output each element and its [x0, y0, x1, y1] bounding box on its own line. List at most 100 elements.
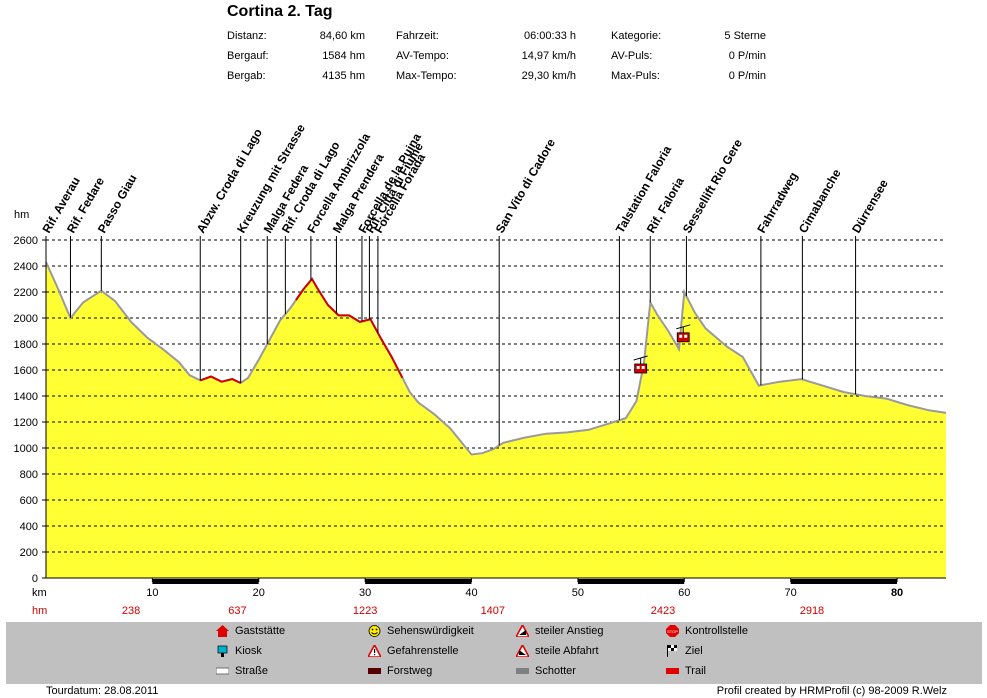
house-icon — [216, 625, 229, 637]
y-tick-label: 2200 — [14, 287, 38, 299]
y-tick-label: 1200 — [14, 417, 38, 429]
legend-label: Trail — [685, 665, 706, 677]
surface-segment — [46, 579, 153, 584]
waypoint-label: Talstation Faloria — [613, 143, 675, 236]
surface-segment — [790, 579, 898, 584]
waypoint-label: San Vito di Cadore — [493, 136, 559, 235]
steep-descent-icon — [514, 643, 531, 658]
legend-label: Kiosk — [235, 645, 262, 657]
road-swatch — [215, 665, 230, 677]
hm-row-value: 637 — [228, 605, 246, 617]
y-tick-label: 800 — [20, 469, 38, 481]
legend-item: Trail — [666, 665, 706, 677]
hm-row-label: hm — [32, 605, 47, 617]
tour-title: Cortina 2. Tag — [227, 3, 333, 20]
cable-car-icon — [676, 324, 691, 343]
hm-row-value: 238 — [122, 605, 140, 617]
waypoint-label: Dürrensee — [849, 177, 891, 236]
stat-label: Max-Tempo: — [396, 70, 457, 82]
legend-item: Ziel — [666, 645, 703, 657]
elevation-area — [46, 262, 946, 578]
y-tick-label: 1400 — [14, 391, 38, 403]
stat-value: 06:00:33 h — [524, 30, 576, 42]
stat-label: AV-Puls: — [611, 50, 653, 62]
surface-segment — [897, 579, 946, 584]
legend-label: steiler Anstieg — [535, 625, 604, 637]
y-tick-label: 600 — [20, 495, 38, 507]
x-tick-label: 50 — [572, 587, 584, 599]
y-tick-label: 1800 — [14, 339, 38, 351]
x-tick-label: 30 — [359, 587, 371, 599]
y-tick-label: 200 — [20, 547, 38, 559]
surface-segment — [684, 579, 791, 584]
legend-item: Sehenswürdigkeit — [368, 625, 474, 637]
steep-climb-icon — [514, 623, 531, 638]
stop-icon: STOP — [666, 625, 679, 637]
surface-segment — [152, 579, 259, 584]
stat-label: Distanz: — [227, 30, 267, 42]
x-tick-label: 70 — [785, 587, 797, 599]
legend-label: Straße — [235, 665, 269, 677]
legend-label: Gaststätte — [235, 625, 286, 637]
legend-item: Forstweg — [368, 665, 432, 677]
y-tick-label: 400 — [20, 521, 38, 533]
surface-segment — [577, 579, 685, 584]
legend-label: steile Abfahrt — [535, 645, 599, 657]
surface-segment — [258, 579, 366, 584]
stat-label: Max-Puls: — [611, 70, 660, 82]
legend-label: Gefahrenstelle — [387, 645, 459, 657]
legend-label: Kontrollstelle — [685, 625, 748, 637]
kiosk-icon — [216, 645, 229, 657]
surface-segment — [365, 579, 472, 584]
stat-label: Kategorie: — [611, 30, 662, 42]
warning-icon — [366, 643, 383, 658]
stat-value: 14,97 km/h — [521, 50, 576, 62]
x-tick-label: 40 — [465, 587, 477, 599]
cable-car-icon — [633, 355, 648, 374]
x-tick-label: 80 — [891, 587, 903, 599]
trail-segment — [295, 277, 404, 379]
y-tick-label: 0 — [32, 573, 38, 585]
y-axis-label: hm — [14, 209, 29, 221]
legend-item: STOP Kontrollstelle — [666, 625, 748, 637]
forest-road-swatch — [368, 665, 381, 677]
y-tick-label: 2400 — [14, 261, 38, 273]
legend: Gaststätte Kiosk Straße Sehenswürdigkeit Gef… — [6, 622, 982, 684]
x-tick-label: 10 — [146, 587, 158, 599]
y-tick-label: 1000 — [14, 443, 38, 455]
stat-value: 5 Sterne — [724, 30, 766, 42]
legend-label: Schotter — [535, 665, 576, 677]
x-axis-label: km — [32, 587, 47, 599]
stat-value: 4135 hm — [322, 70, 365, 82]
stat-value: 0 P/min — [728, 50, 766, 62]
smiley-icon — [368, 625, 381, 637]
elevation-profile-chart: 0 200 400 600 800 1000 1200 1400 1600 1800 2000 220… — [14, 121, 947, 617]
trail-swatch — [666, 665, 679, 677]
stat-value: 29,30 km/h — [521, 70, 576, 82]
surface-segment — [471, 579, 578, 584]
stat-label: Fahrzeit: — [396, 30, 439, 42]
stat-value: 84,60 km — [319, 30, 365, 42]
stat-label: Bergab: — [227, 70, 266, 82]
stat-label: Bergauf: — [227, 50, 269, 62]
stat-value: 1584 hm — [322, 50, 365, 62]
legend-item: Gaststätte — [216, 625, 285, 637]
legend-label: Forstweg — [387, 665, 433, 677]
legend-item: Schotter — [516, 665, 576, 677]
stat-label: AV-Tempo: — [396, 50, 449, 62]
y-tick-label: 1600 — [14, 365, 38, 377]
credits: Profil created by HRMProfil (c) 98-2009 … — [716, 685, 947, 697]
legend-label: Ziel — [685, 645, 703, 657]
waypoint-label: Cimabanche — [796, 166, 844, 235]
hm-row-value: 2918 — [800, 605, 824, 617]
hm-row-value: 2423 — [651, 605, 675, 617]
stat-value: 0 P/min — [728, 70, 766, 82]
trail-segment — [199, 375, 242, 384]
legend-item: steile Abfahrt — [514, 643, 599, 658]
finish-flag-icon — [666, 645, 679, 657]
y-tick-label: 2600 — [14, 235, 38, 247]
x-tick-label: 20 — [253, 587, 265, 599]
legend-item: steiler Anstieg — [514, 623, 604, 638]
tour-date: Tourdatum: 28.08.2011 — [46, 685, 159, 697]
svg-text:STOP: STOP — [667, 629, 678, 634]
